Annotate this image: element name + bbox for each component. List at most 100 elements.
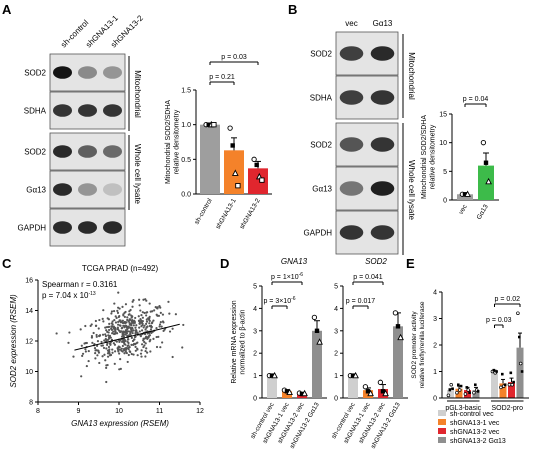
c-scatter-point xyxy=(111,351,114,354)
c-scatter-point xyxy=(144,342,147,345)
panel-a-blot-label: SOD2 xyxy=(24,148,46,157)
c-scatter-point xyxy=(107,328,111,332)
c-scatter-point xyxy=(142,298,145,301)
c-scatter-point xyxy=(118,368,121,371)
panel-b-blot-band xyxy=(370,181,395,196)
c-scatter-point xyxy=(110,325,114,328)
c-scatter-point xyxy=(96,349,100,352)
c-scatter-point xyxy=(120,347,123,350)
e-legend-label: shGNA13-1 vec xyxy=(450,420,500,427)
B-bar-bar xyxy=(478,165,494,200)
c-scatter-point xyxy=(134,316,137,320)
c-scatter-point xyxy=(140,355,143,358)
D-GNA13-data-point xyxy=(284,389,290,394)
c-scatter-point xyxy=(139,334,142,337)
D-SOD2-data-point xyxy=(380,389,386,394)
panel-b-blot-band xyxy=(339,46,364,61)
c-scatter-point xyxy=(122,314,125,317)
e-group-label: pGL3-basic xyxy=(445,405,481,412)
D-GNA13-data-point xyxy=(286,388,293,396)
c-scatter-point xyxy=(118,315,121,318)
e-data-point xyxy=(455,390,459,395)
A-bar-y-label: relative densitometry xyxy=(173,109,180,174)
c-scatter-point xyxy=(134,349,137,352)
A-bar-data-point xyxy=(251,156,257,162)
c-scatter-point xyxy=(117,306,120,309)
c-scatter-point xyxy=(167,300,170,303)
c-scatter-point xyxy=(112,309,116,313)
c-scatter-point xyxy=(143,311,146,315)
D-GNA13-y-tick-label: 5 xyxy=(253,284,257,291)
c-scatter-point xyxy=(117,323,120,326)
e-data-point xyxy=(472,390,476,395)
e-data-point xyxy=(457,388,462,392)
e-data-point xyxy=(468,391,471,394)
c-scatter-point xyxy=(123,349,126,352)
panel-a-blot-band xyxy=(53,221,72,234)
c-scatter-point xyxy=(126,344,129,347)
c-scatter-point xyxy=(157,335,160,338)
panel-a-blot-band xyxy=(103,104,122,117)
e-bar xyxy=(516,347,524,398)
c-scatter-point xyxy=(137,315,140,318)
c-scatter-point xyxy=(79,328,82,331)
c-scatter-point xyxy=(155,335,158,339)
panel-a-blot-band xyxy=(53,145,72,158)
c-scatter-point xyxy=(146,325,149,328)
c-scatter-point xyxy=(55,332,58,335)
c-scatter-point xyxy=(123,326,126,329)
c-scatter-point xyxy=(124,343,127,346)
c-scatter-point xyxy=(128,318,131,321)
c-scatter-point xyxy=(138,326,141,329)
D-GNA13-data-point xyxy=(311,314,318,321)
c-scatter-point xyxy=(134,326,137,329)
e-data-point xyxy=(518,335,521,339)
c-scatter-point xyxy=(102,346,106,350)
c-scatter-point xyxy=(108,354,112,357)
c-scatter-point xyxy=(110,327,113,330)
c-scatter-point xyxy=(153,309,156,312)
panel-a-blot-band xyxy=(78,145,97,158)
c-scatter-point xyxy=(90,334,94,338)
c-scatter-point xyxy=(145,335,148,339)
c-scatter-point xyxy=(138,320,141,323)
A-bar-data-point xyxy=(231,169,239,176)
c-scatter-point xyxy=(140,349,143,352)
c-scatter-point xyxy=(152,319,155,322)
c-scatter-point xyxy=(126,338,130,341)
c-scatter-point xyxy=(95,335,98,338)
A-bar-data-point xyxy=(227,125,233,131)
B-bar-category-label: vec xyxy=(458,203,469,216)
c-scatter-point xyxy=(130,343,133,346)
E-bar-y-tick-label: 0 xyxy=(433,396,437,403)
c-scatter-point xyxy=(117,320,120,324)
A-bar-bar xyxy=(200,124,220,194)
c-scatter-point xyxy=(118,339,122,342)
c-x-tick-label: 9 xyxy=(77,408,81,415)
c-scatter-point xyxy=(135,330,138,333)
c-scatter-point xyxy=(181,346,184,349)
panel-letter: B xyxy=(288,2,297,17)
panel-a-blot-band xyxy=(53,183,72,196)
c-scatter-point xyxy=(145,322,148,325)
c-scatter-point xyxy=(168,312,171,315)
e-legend-label: shGNA13-2 Gα13 xyxy=(450,438,506,445)
c-scatter-point xyxy=(145,318,148,321)
A-bar-data-point xyxy=(211,122,217,128)
c-scatter-point xyxy=(121,344,124,348)
c-scatter-point xyxy=(161,313,165,316)
E-bar-y-tick-label: 1 xyxy=(433,369,437,376)
c-scatter-point xyxy=(126,316,129,319)
D-SOD2-y-tick-label: 5 xyxy=(334,284,338,291)
c-scatter-points xyxy=(55,291,185,384)
c-scatter-point xyxy=(160,325,163,328)
d-gna13-pvalue-1-label-exponent: -6 xyxy=(299,272,304,278)
c-scatter-point xyxy=(126,340,129,343)
c-scatter-point xyxy=(146,351,149,354)
panel-a-blot-band xyxy=(78,183,97,196)
D-GNA13-y-tick-label: 0 xyxy=(253,396,257,403)
E-bar-y-tick-label: 4 xyxy=(433,290,437,297)
c-scatter-point xyxy=(106,363,109,367)
group-label: Mitochondrial xyxy=(407,52,416,100)
D-SOD2-y-tick-label: 3 xyxy=(334,328,338,335)
